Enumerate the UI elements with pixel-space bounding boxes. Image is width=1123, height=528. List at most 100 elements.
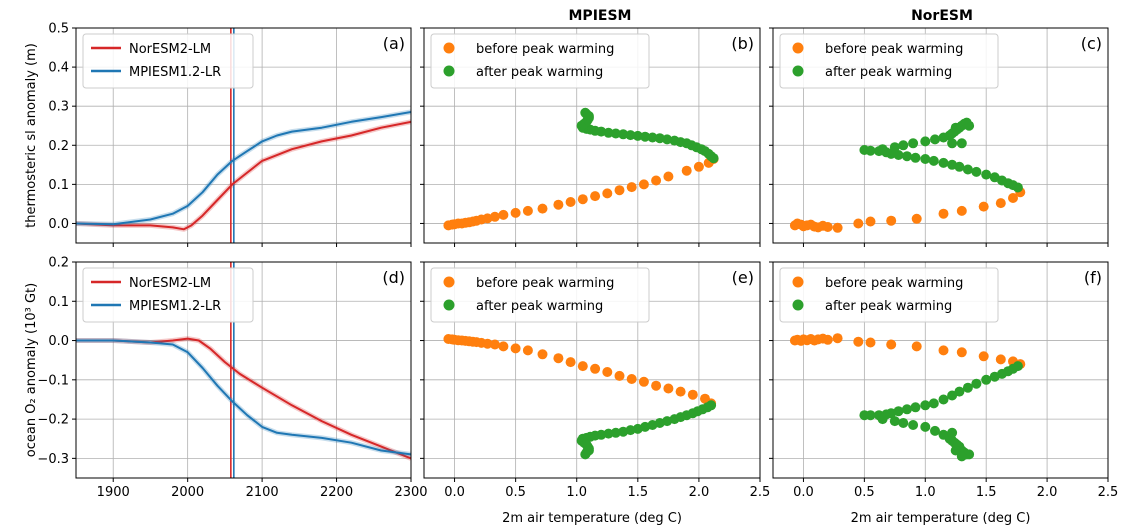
point-before-peak bbox=[577, 194, 588, 205]
point-before-peak bbox=[614, 370, 625, 381]
point-after-peak bbox=[877, 144, 888, 155]
point-after-peak bbox=[947, 427, 958, 438]
y-tick-label: −0.3 bbox=[37, 452, 69, 467]
x-tick-label: 2.0 bbox=[689, 485, 710, 500]
legend-swatch-marker bbox=[792, 299, 804, 311]
legend-label: MPIESM1.2-LR bbox=[129, 299, 221, 314]
point-after-peak bbox=[938, 394, 949, 405]
series-spread bbox=[76, 336, 411, 461]
panel-b: (b) before peak warming after peak warming bbox=[420, 27, 761, 247]
column-title-noresm: NorESM bbox=[911, 8, 973, 24]
legend-box bbox=[430, 267, 650, 323]
point-before-peak bbox=[537, 349, 548, 360]
point-before-peak bbox=[886, 339, 897, 350]
axes-frame bbox=[772, 27, 1109, 244]
point-before-peak bbox=[602, 188, 613, 199]
point-after-peak bbox=[902, 404, 912, 415]
legend-swatch-marker bbox=[443, 42, 455, 54]
point-after-peak bbox=[962, 382, 973, 393]
panel-label: (c) bbox=[1081, 34, 1102, 53]
panel-d: 1900 2000 2100 2200 2300 −0.3 −0.2 −0.1 0.0 0.1 0.… bbox=[24, 256, 428, 501]
legend-label: before peak warming bbox=[476, 42, 614, 57]
point-after-peak bbox=[654, 133, 665, 144]
legend-label: after peak warming bbox=[476, 299, 603, 314]
y-tick-label: −0.1 bbox=[37, 373, 69, 388]
legend-swatch-marker bbox=[792, 65, 804, 77]
x-tick-label: 1.5 bbox=[627, 485, 648, 500]
panel-c: (c) before peak warming after peak warming bbox=[769, 27, 1109, 247]
point-after-peak bbox=[908, 420, 919, 430]
point-after-peak bbox=[971, 378, 982, 389]
legend: before peak warming after peak warming bbox=[430, 33, 650, 89]
x-tick-label: 1.0 bbox=[915, 485, 936, 500]
legend: NorESM2-LM MPIESM1.2-LR bbox=[82, 267, 254, 323]
point-after-peak bbox=[610, 128, 621, 139]
axes-frame bbox=[423, 261, 761, 479]
point-before-peak bbox=[498, 209, 509, 220]
point-after-peak bbox=[908, 138, 919, 149]
point-after-peak bbox=[928, 398, 939, 409]
point-before-peak bbox=[638, 179, 649, 190]
legend-box bbox=[779, 267, 999, 323]
legend-swatch-marker bbox=[443, 299, 455, 311]
axes-frame bbox=[75, 261, 412, 479]
panel-label: (a) bbox=[383, 34, 405, 53]
x-tick-label: 2.5 bbox=[1098, 485, 1119, 500]
point-after-peak bbox=[947, 138, 958, 149]
panel-label: (b) bbox=[731, 34, 754, 53]
point-after-peak bbox=[950, 122, 961, 133]
y-tick-label: 0.2 bbox=[48, 139, 69, 154]
point-before-peak bbox=[865, 337, 876, 348]
point-after-peak bbox=[989, 172, 1000, 183]
legend-box bbox=[82, 33, 254, 89]
point-before-peak bbox=[651, 380, 662, 391]
point-after-peak bbox=[898, 418, 909, 428]
y-tick-label: −0.2 bbox=[37, 413, 69, 428]
point-after-peak bbox=[928, 155, 939, 166]
point-after-peak bbox=[610, 427, 621, 438]
legend-label: NorESM2-LM bbox=[129, 42, 211, 57]
point-after-peak bbox=[580, 107, 591, 118]
point-before-peak bbox=[978, 201, 989, 212]
point-after-peak bbox=[889, 416, 900, 427]
series-spread bbox=[76, 109, 411, 227]
point-after-peak bbox=[618, 426, 629, 437]
y-tick-label: 0.0 bbox=[48, 334, 69, 349]
point-after-peak bbox=[930, 425, 940, 436]
y-tick-label: 0.5 bbox=[48, 22, 69, 37]
x-tick-label: 0.5 bbox=[854, 485, 875, 500]
panel-label: (e) bbox=[732, 268, 754, 287]
point-before-peak bbox=[590, 363, 601, 374]
point-after-peak bbox=[920, 154, 931, 164]
point-before-peak bbox=[822, 334, 833, 345]
legend-box bbox=[82, 267, 254, 323]
y-axis-label: ocean O₂ anomaly (10³ Gt) bbox=[24, 283, 39, 457]
column-title-mpiesm: MPIESM bbox=[569, 8, 632, 24]
point-before-peak bbox=[853, 336, 864, 347]
x-tick-label: 2.0 bbox=[1037, 485, 1058, 500]
point-before-peak bbox=[853, 218, 864, 229]
point-after-peak bbox=[618, 129, 629, 140]
point-after-peak bbox=[902, 151, 912, 162]
legend: before peak warming after peak warming bbox=[430, 267, 650, 323]
y-axis-label: thermosteric sl anomaly (m) bbox=[24, 43, 39, 228]
point-after-peak bbox=[640, 131, 651, 142]
point-before-peak bbox=[995, 198, 1006, 209]
point-after-peak bbox=[920, 421, 931, 432]
point-before-peak bbox=[938, 345, 949, 356]
point-before-peak bbox=[995, 354, 1006, 365]
legend-label: before peak warming bbox=[825, 276, 963, 291]
point-after-peak bbox=[920, 136, 931, 147]
legend-label: before peak warming bbox=[476, 276, 614, 291]
legend-label: after peak warming bbox=[825, 65, 952, 80]
point-after-peak bbox=[956, 138, 967, 149]
series-line-mpiesm bbox=[76, 339, 411, 456]
point-after-peak bbox=[971, 166, 982, 177]
legend-label: NorESM2-LM bbox=[129, 276, 211, 291]
legend-swatch-marker bbox=[443, 276, 455, 288]
point-before-peak bbox=[978, 351, 989, 362]
point-before-peak bbox=[663, 383, 674, 394]
y-tick-label: 0.0 bbox=[48, 217, 69, 232]
panel-f: 0.0 0.5 1.0 1.5 2.0 2.5 2m air temperature (de… bbox=[769, 261, 1119, 526]
